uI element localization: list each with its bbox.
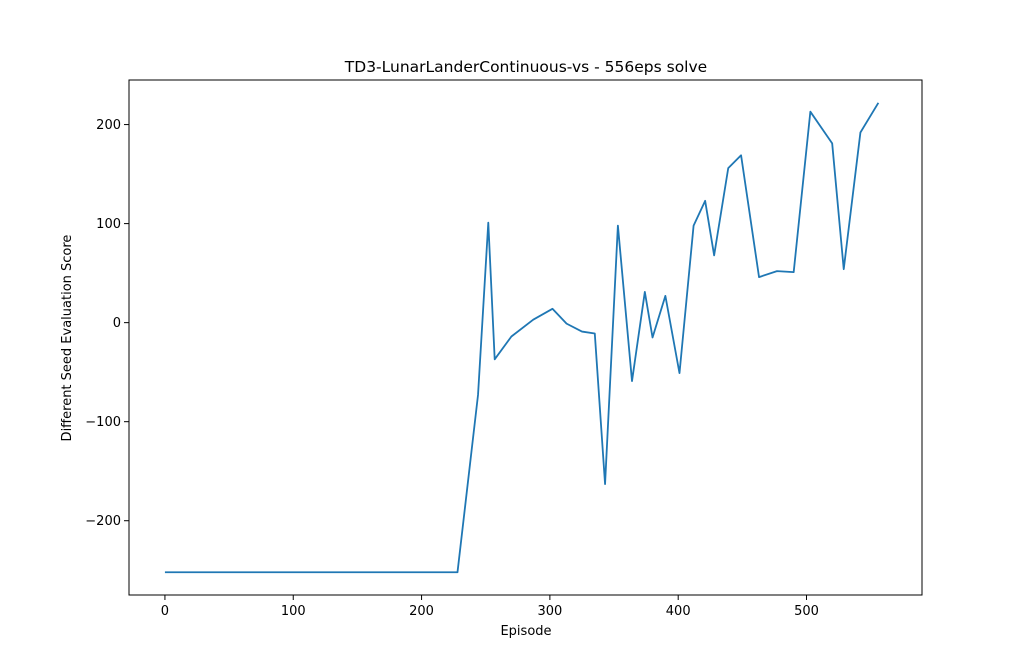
y-tick-label: −100 (85, 415, 121, 430)
x-tick-label: 0 (161, 604, 169, 619)
chart-title: TD3-LunarLanderContinuous-vs - 556eps so… (344, 58, 707, 76)
y-tick-label: −200 (85, 514, 121, 529)
x-tick-label: 300 (537, 604, 562, 619)
x-tick-label: 200 (409, 604, 434, 619)
series-line (164, 102, 880, 574)
plot-area (164, 102, 880, 574)
x-tick-label: 400 (666, 604, 691, 619)
x-axis-label: Episode (500, 624, 551, 639)
y-axis: −200 −100 0 100 200 (85, 118, 129, 529)
x-tick-label: 100 (281, 604, 306, 619)
y-tick-label: 200 (96, 118, 121, 133)
x-axis: 0 100 200 300 400 500 (161, 595, 819, 619)
x-tick-label: 500 (794, 604, 819, 619)
y-axis-label: Different Seed Evaluation Score (60, 235, 75, 442)
y-tick-label: 0 (113, 316, 121, 331)
axes-frame (128, 79, 923, 596)
y-tick-label: 100 (96, 217, 121, 232)
